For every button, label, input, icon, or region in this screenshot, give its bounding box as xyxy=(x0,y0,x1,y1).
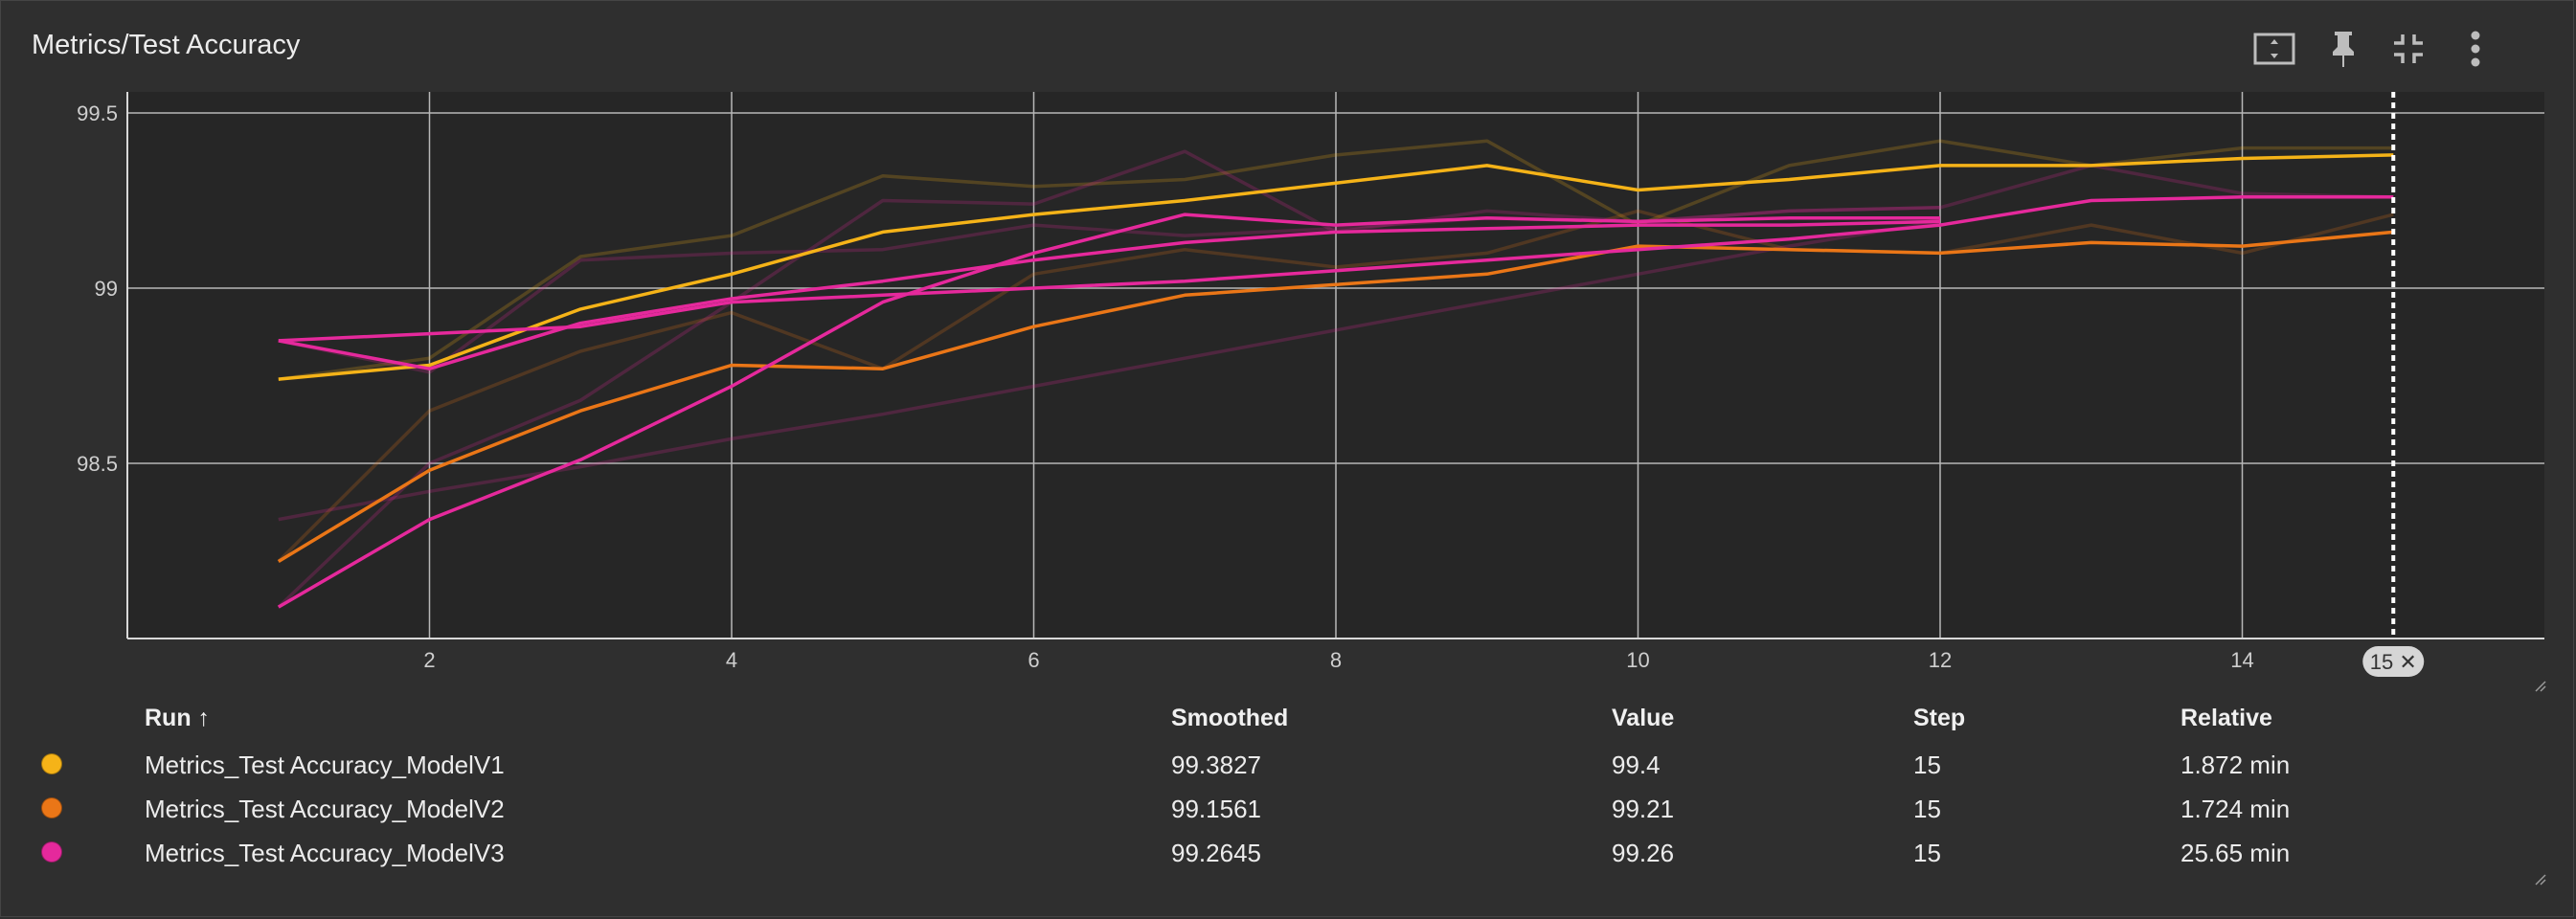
run-name: Metrics_Test Accuracy_ModelV2 xyxy=(145,795,505,823)
step-cursor-badge-bg xyxy=(2362,646,2425,677)
step-value: 15 xyxy=(1913,751,1941,779)
run-name: Metrics_Test Accuracy_ModelV3 xyxy=(145,839,505,867)
collapse-icon xyxy=(2394,34,2423,63)
y-tick-label: 99 xyxy=(95,277,118,301)
legend-row: Metrics_Test Accuracy_ModelV2 99.1561 99… xyxy=(1,787,2576,831)
run-color-swatch xyxy=(41,797,62,818)
relative-value: 25.65 min xyxy=(2181,839,2291,867)
card-title: Metrics/Test Accuracy xyxy=(32,30,301,60)
step-cursor-badge[interactable]: 15 ✕ xyxy=(2362,646,2425,677)
x-tick-label: 12 xyxy=(1929,648,1952,672)
run-color-swatch xyxy=(41,841,62,863)
smoothed-value: 99.3827 xyxy=(1171,751,1261,779)
raw-value: 99.21 xyxy=(1612,795,1675,823)
header-value: Value xyxy=(1612,705,1675,731)
collapse-button[interactable] xyxy=(2382,22,2435,76)
fit-domain-button[interactable] xyxy=(2248,22,2301,76)
relative-value: 1.724 min xyxy=(2181,795,2291,823)
legend-row: Metrics_Test Accuracy_ModelV1 99.3827 99… xyxy=(1,743,2576,787)
pin-button[interactable] xyxy=(2316,22,2370,76)
x-tick-label: 2 xyxy=(423,648,435,672)
card-resize-handle[interactable] xyxy=(2533,872,2546,885)
y-tick-label: 99.5 xyxy=(77,101,118,125)
more-options-button[interactable] xyxy=(2449,22,2502,76)
smoothed-value: 99.1561 xyxy=(1171,795,1261,823)
smoothed-series-line xyxy=(278,195,2394,343)
raw-value: 99.26 xyxy=(1612,839,1675,867)
more-vert-icon xyxy=(2471,31,2480,67)
pin-icon xyxy=(2333,32,2354,67)
smoothed-series-line xyxy=(278,153,2394,381)
x-tick-label: 6 xyxy=(1028,648,1039,672)
x-tick-label: 4 xyxy=(726,648,737,672)
raw-series-line xyxy=(278,164,2394,374)
raw-series-line xyxy=(278,139,2394,381)
raw-value: 99.4 xyxy=(1612,751,1661,779)
header-relative: Relative xyxy=(2181,705,2272,731)
smoothed-series-line xyxy=(277,213,1940,609)
chart-resize-handle[interactable] xyxy=(2533,679,2546,692)
step-cursor-label: 15 ✕ xyxy=(2370,650,2417,674)
run-name: Metrics_Test Accuracy_ModelV1 xyxy=(145,751,505,779)
header-run[interactable]: Run ↑ xyxy=(145,705,211,731)
x-tick-label: 14 xyxy=(2230,648,2253,672)
raw-series-line xyxy=(277,209,2394,563)
y-tick-label: 98.5 xyxy=(77,452,118,476)
legend-row: Metrics_Test Accuracy_ModelV3 99.2645 99… xyxy=(1,831,2576,875)
x-tick-label: 10 xyxy=(1626,648,1649,672)
x-tick-label: 8 xyxy=(1330,648,1342,672)
run-color-swatch xyxy=(41,753,62,774)
smoothed-series-line xyxy=(277,230,2394,563)
header-step: Step xyxy=(1913,705,1966,731)
step-value: 15 xyxy=(1913,839,1941,867)
smoothed-value: 99.2645 xyxy=(1171,839,1261,867)
header-smoothed: Smoothed xyxy=(1171,705,1289,731)
line-chart[interactable]: 99.5 99 98.5 2 4 6 8 10 12 14 15 ✕ xyxy=(1,1,2576,700)
relative-value: 1.872 min xyxy=(2181,751,2291,779)
fit-domain-icon xyxy=(2253,33,2295,65)
smoothed-series-line xyxy=(278,219,1941,370)
step-value: 15 xyxy=(1913,795,1941,823)
